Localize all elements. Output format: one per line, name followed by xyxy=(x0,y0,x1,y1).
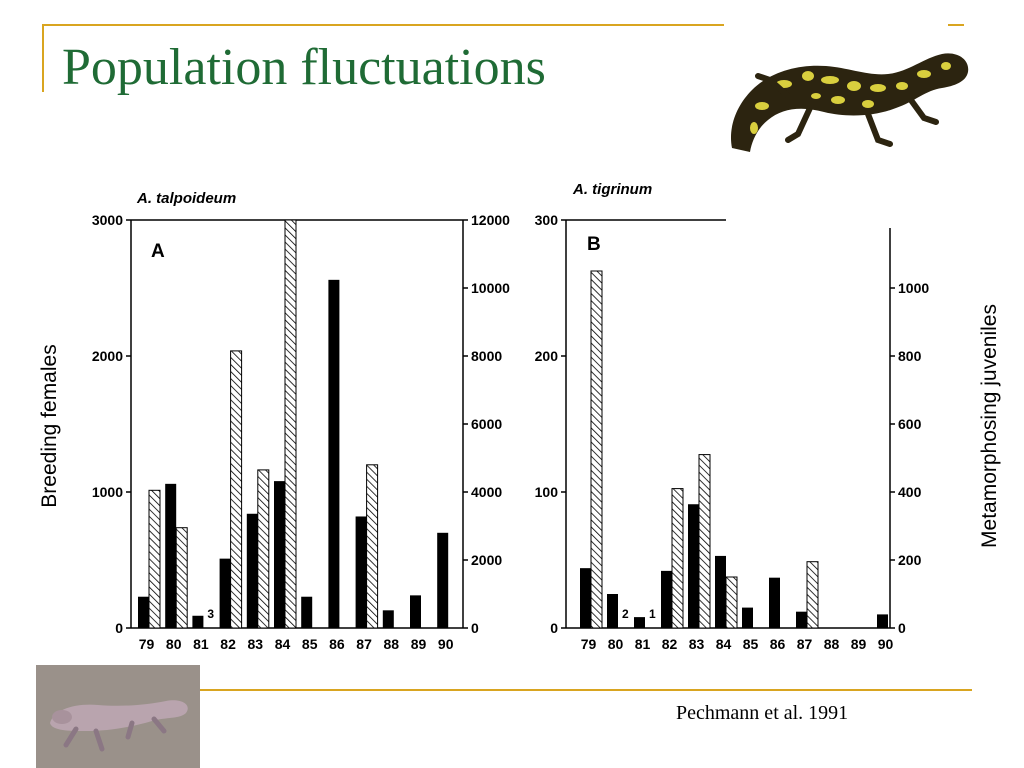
x-tick-label: 88 xyxy=(384,636,400,652)
chart-title: A. talpoideum xyxy=(136,190,236,207)
x-tick-label: 79 xyxy=(581,636,597,652)
right-tick-label: 200 xyxy=(898,552,922,568)
x-tick-label: 83 xyxy=(248,636,264,652)
breeding-females-bar xyxy=(796,611,807,628)
panel-label: A xyxy=(151,241,165,262)
juveniles-bar xyxy=(671,488,684,629)
breeding-females-bar xyxy=(715,555,726,628)
slide-title: Population fluctuations xyxy=(62,39,546,96)
left-tick-label: 200 xyxy=(535,348,559,364)
x-tick-label: 81 xyxy=(635,636,651,652)
x-tick-label: 90 xyxy=(878,636,894,652)
juveniles-bar xyxy=(725,576,738,629)
left-tick-label: 300 xyxy=(535,212,559,228)
x-tick-label: 83 xyxy=(689,636,705,652)
panel-label: B xyxy=(587,234,601,255)
x-tick-label: 84 xyxy=(275,636,291,652)
breeding-females-bar xyxy=(410,595,421,628)
breeding-females-bar xyxy=(219,558,231,628)
breeding-females-bar xyxy=(607,594,618,628)
juveniles-bar xyxy=(148,489,161,629)
left-tick-label: 0 xyxy=(115,620,123,636)
breeding-females-bar xyxy=(355,516,367,628)
citation: Pechmann et al. 1991 xyxy=(676,702,849,724)
breeding-females-bar xyxy=(301,596,313,628)
x-tick-label: 82 xyxy=(662,636,678,652)
right-tick-label: 10000 xyxy=(471,280,510,296)
breeding-females-bar xyxy=(274,481,285,628)
x-tick-label: 81 xyxy=(193,636,209,652)
x-tick-label: 88 xyxy=(824,636,840,652)
right-tick-label: 12000 xyxy=(471,212,510,228)
juveniles-bar xyxy=(590,270,603,629)
juveniles-bar xyxy=(366,464,379,629)
x-tick-label: 89 xyxy=(851,636,867,652)
breeding-females-bar xyxy=(877,614,888,628)
right-tick-label: 8000 xyxy=(471,348,502,364)
breeding-females-bar xyxy=(580,568,591,628)
x-tick-label: 79 xyxy=(139,636,155,652)
right-tick-label: 600 xyxy=(898,416,922,432)
juveniles-bar xyxy=(175,527,188,629)
breeding-females-bar xyxy=(742,607,753,628)
breeding-females-bar xyxy=(661,570,672,628)
bar-annotation: 3 xyxy=(207,607,214,621)
right-tick-label: 2000 xyxy=(471,552,502,568)
juveniles-bar xyxy=(230,350,243,629)
x-tick-label: 86 xyxy=(329,636,345,652)
right-tick-label: 800 xyxy=(898,348,922,364)
right-tick-label: 1000 xyxy=(898,280,929,296)
x-tick-label: 90 xyxy=(438,636,454,652)
breeding-females-bar xyxy=(688,504,699,628)
breeding-females-bar xyxy=(246,513,258,628)
footer-accent-line xyxy=(200,689,972,691)
breeding-females-bar xyxy=(328,279,340,628)
left-tick-label: 2000 xyxy=(92,348,123,364)
right-tick-label: 0 xyxy=(471,620,479,636)
breeding-females-bar xyxy=(634,617,645,628)
breeding-females-bar xyxy=(382,610,394,628)
title-accent-vertical-line xyxy=(42,24,44,92)
x-tick-label: 82 xyxy=(220,636,236,652)
breeding-females-bar xyxy=(192,615,204,628)
breeding-females-bar xyxy=(769,577,780,628)
x-tick-label: 87 xyxy=(356,636,372,652)
x-tick-label: 84 xyxy=(716,636,732,652)
title-accent-top-line xyxy=(42,24,724,26)
x-tick-label: 80 xyxy=(166,636,182,652)
right-tick-label: 6000 xyxy=(471,416,502,432)
breeding-females-bar xyxy=(138,596,149,628)
x-tick-label: 85 xyxy=(302,636,318,652)
x-tick-label: 87 xyxy=(797,636,813,652)
bar-annotation: 1 xyxy=(649,607,656,621)
x-tick-label: 86 xyxy=(770,636,786,652)
right-tick-label: 400 xyxy=(898,484,922,500)
juveniles-bar xyxy=(698,454,711,629)
x-tick-label: 85 xyxy=(743,636,759,652)
top-right-accent-line xyxy=(948,24,964,26)
juveniles-bar xyxy=(806,561,819,629)
left-tick-label: 3000 xyxy=(92,212,123,228)
mole-salamander-photo xyxy=(36,665,200,768)
bar-annotation: 2 xyxy=(622,607,629,621)
tiger-salamander-photo xyxy=(730,53,969,152)
breeding-females-bar xyxy=(437,532,449,628)
chart-title: A. tigrinum xyxy=(572,181,652,198)
x-tick-label: 80 xyxy=(608,636,624,652)
left-tick-label: 0 xyxy=(550,620,558,636)
breeding-females-bar xyxy=(165,483,177,628)
left-tick-label: 100 xyxy=(535,484,559,500)
left-tick-label: 1000 xyxy=(92,484,123,500)
juveniles-bar xyxy=(284,219,297,629)
right-tick-label: 4000 xyxy=(471,484,502,500)
x-tick-label: 89 xyxy=(411,636,427,652)
right-tick-label: 0 xyxy=(898,620,906,636)
juveniles-bar xyxy=(257,469,270,629)
